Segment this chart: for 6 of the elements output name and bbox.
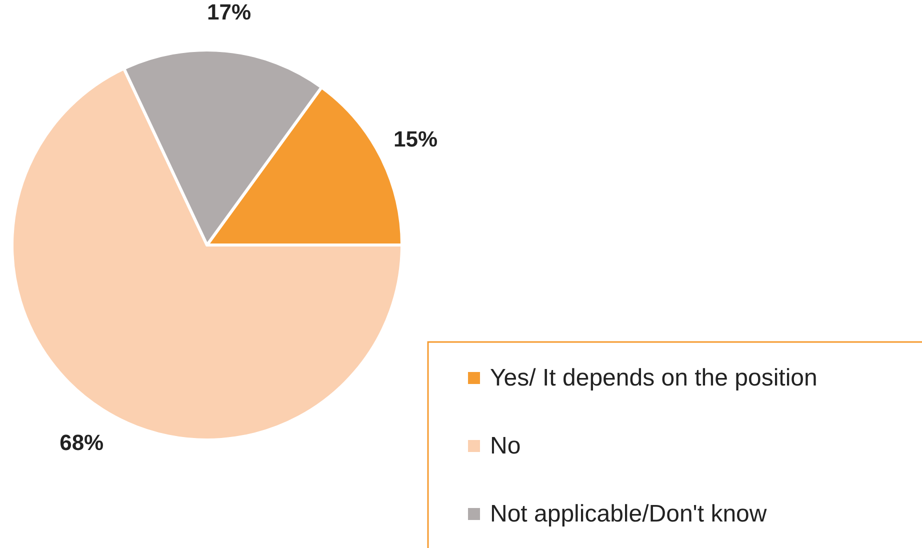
data-label: 15% (393, 126, 438, 152)
legend-label: Not applicable/Don't know (490, 500, 768, 528)
legend-label: Yes/ It depends on the position (490, 364, 818, 392)
data-label: 17% (207, 0, 252, 25)
data-label: 68% (60, 430, 104, 456)
legend-label: No (490, 432, 521, 460)
